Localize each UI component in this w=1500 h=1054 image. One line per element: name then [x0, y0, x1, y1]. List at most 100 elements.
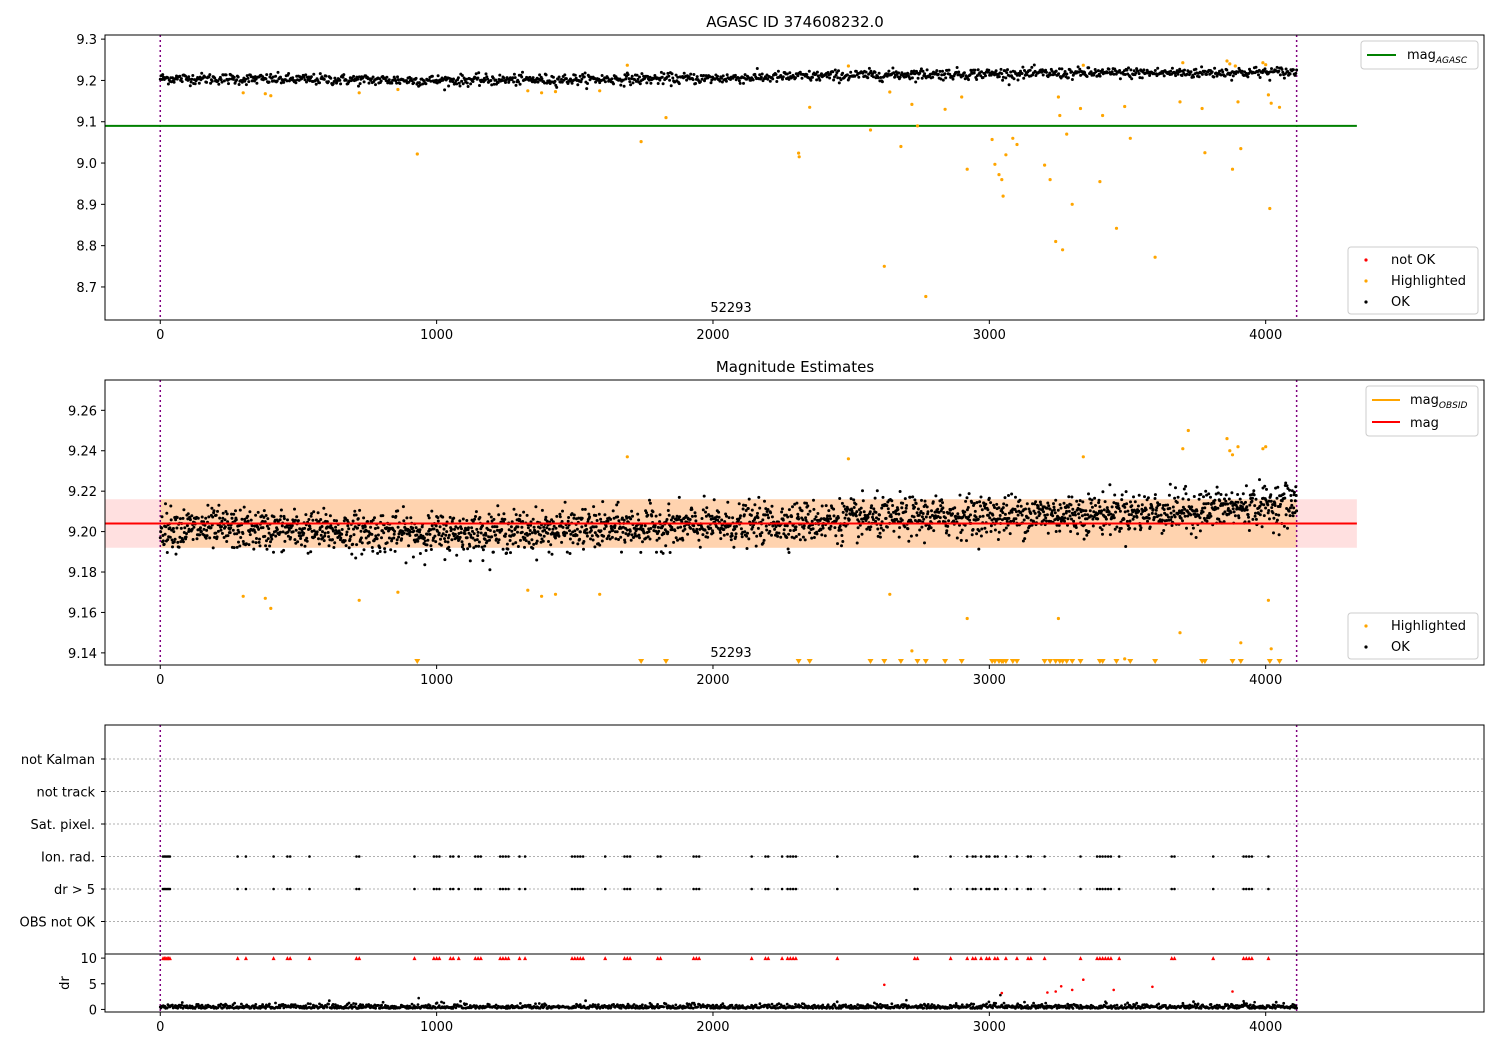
ok-point — [457, 76, 460, 79]
dr-point — [417, 1003, 420, 1006]
ok-point — [798, 533, 801, 536]
ok-point — [1223, 510, 1226, 513]
out-of-range-marker — [1238, 659, 1244, 664]
ok-point — [299, 537, 302, 540]
ok-point — [586, 532, 589, 535]
highlighted-point — [1082, 455, 1085, 458]
ok-point — [210, 526, 213, 529]
ok-point — [930, 509, 933, 512]
flag-event-marker — [698, 888, 701, 891]
ok-point — [775, 73, 778, 76]
ok-point — [497, 513, 500, 516]
flag-event-marker — [355, 888, 358, 891]
ok-point — [478, 84, 481, 87]
ok-point — [989, 501, 992, 504]
flag-event-marker — [789, 888, 792, 891]
ok-point — [282, 81, 285, 84]
ok-point — [166, 551, 169, 554]
ok-point — [1060, 67, 1063, 70]
ok-point — [692, 524, 695, 527]
ok-point — [536, 540, 539, 543]
ok-point — [1132, 518, 1135, 521]
ok-point — [521, 531, 524, 534]
ok-point — [1001, 511, 1004, 514]
ok-point — [294, 81, 297, 84]
dr-point — [545, 1004, 548, 1007]
ok-point — [658, 537, 661, 540]
dr-point — [465, 1003, 468, 1006]
flag-row-label: OBS not OK — [20, 916, 96, 931]
ok-point — [1027, 516, 1030, 519]
ok-point — [1118, 507, 1121, 510]
ok-point — [296, 540, 299, 543]
ok-point — [510, 530, 513, 533]
legend-label-highlighted: Highlighted — [1391, 619, 1466, 634]
ok-point — [1118, 530, 1121, 533]
ok-point — [640, 72, 643, 75]
ok-point — [468, 545, 471, 548]
highlighted-point — [1178, 631, 1181, 634]
flag-event-marker — [695, 888, 698, 891]
ok-point — [229, 526, 232, 529]
ok-point — [675, 536, 678, 539]
dr-point — [488, 1003, 491, 1006]
ok-point — [514, 76, 517, 79]
ok-point — [978, 500, 981, 503]
ok-point — [972, 528, 975, 531]
ok-point — [571, 82, 574, 85]
ok-point — [896, 508, 899, 511]
ok-point — [492, 518, 495, 521]
dr-point — [355, 1003, 358, 1006]
flag-event-marker — [524, 888, 527, 891]
ok-point — [1060, 507, 1063, 510]
highlighted-point — [966, 168, 969, 171]
ok-point — [760, 531, 763, 534]
ok-point — [890, 499, 893, 502]
ok-point — [1239, 498, 1242, 501]
ok-point — [678, 82, 681, 85]
flag-event-marker — [966, 888, 969, 891]
ok-point — [1046, 507, 1049, 510]
ok-point — [980, 535, 983, 538]
y-tick-label: 8.7 — [76, 281, 97, 296]
dr-point — [254, 1003, 257, 1006]
ok-point — [554, 537, 557, 540]
y-tick-label: 8.9 — [76, 198, 97, 213]
ok-point — [405, 516, 408, 519]
dr-point — [268, 1003, 271, 1006]
ok-point — [692, 73, 695, 76]
highlighted-point — [797, 152, 800, 155]
highlighted-point — [1015, 143, 1018, 146]
ok-point — [203, 528, 206, 531]
ok-point — [561, 510, 564, 513]
ok-point — [567, 520, 570, 523]
ok-point — [667, 509, 670, 512]
ok-point — [1052, 502, 1055, 505]
ok-point — [279, 76, 282, 79]
ok-point — [402, 519, 405, 522]
ok-point — [341, 528, 344, 531]
ok-point — [361, 541, 364, 544]
ok-point — [639, 82, 642, 85]
ok-point — [293, 508, 296, 511]
flag-event-marker — [286, 855, 289, 858]
ok-point — [494, 534, 497, 537]
ok-point — [461, 540, 464, 543]
highlighted-point — [1239, 147, 1242, 150]
ok-point — [1119, 77, 1122, 80]
ok-point — [1148, 517, 1151, 520]
ok-point — [428, 516, 431, 519]
ok-point — [1046, 502, 1049, 505]
ok-point — [1173, 497, 1176, 500]
highlighted-point — [1079, 107, 1082, 110]
ok-point — [1124, 510, 1127, 513]
ok-point — [537, 81, 540, 84]
ok-point — [662, 552, 665, 555]
ok-point — [450, 538, 453, 541]
ok-point — [1005, 71, 1008, 74]
ok-point — [738, 502, 741, 505]
ok-point — [304, 513, 307, 516]
ok-point — [998, 75, 1001, 78]
ok-point — [346, 531, 349, 534]
